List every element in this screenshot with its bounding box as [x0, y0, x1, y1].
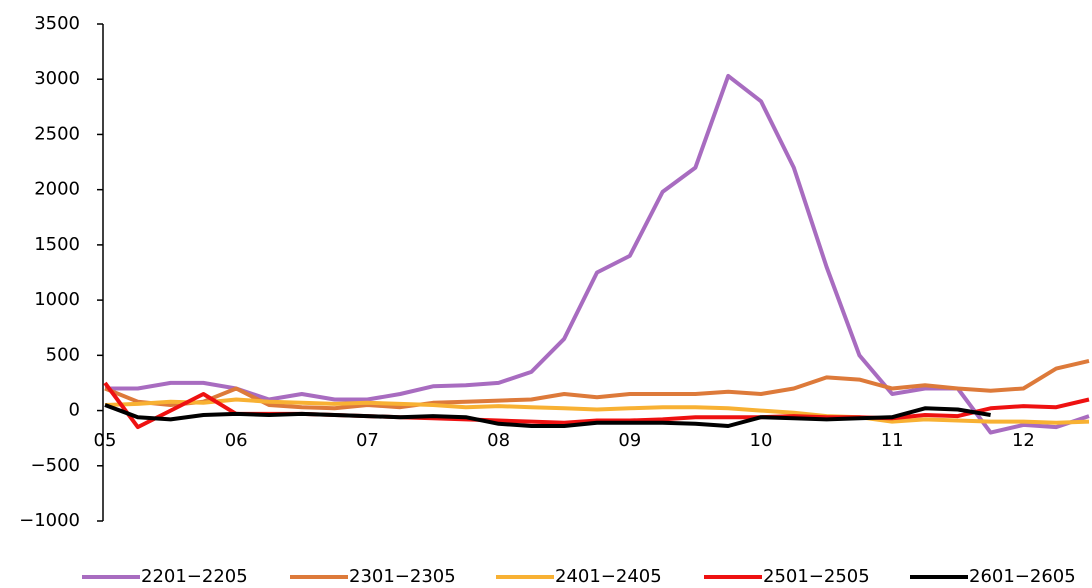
- series-line: [104, 397, 1090, 425]
- x-tick-label: 06: [225, 430, 248, 451]
- y-tick-label: 500: [46, 344, 80, 365]
- series-line: [104, 358, 1090, 411]
- y-tick-label: 3000: [34, 68, 80, 89]
- x-tick-label: 12: [1012, 430, 1035, 451]
- y-tick-label: −1000: [19, 510, 80, 531]
- y-tick-label: 1500: [34, 234, 80, 255]
- legend-label: 2601−2605: [969, 566, 1076, 584]
- series-line: [105, 73, 1090, 435]
- series-line: [104, 403, 991, 428]
- x-tick-label: 11: [881, 430, 904, 451]
- y-tick-label: 2500: [34, 123, 80, 144]
- legend-label: 2501−2505: [763, 566, 870, 584]
- y-tick-label: −500: [31, 455, 80, 476]
- x-tick-label: 08: [487, 430, 510, 451]
- x-tick-label: 05: [94, 430, 117, 451]
- x-tick-label: 09: [618, 430, 641, 451]
- y-tick-label: 2000: [34, 179, 80, 200]
- x-tick-label: 10: [750, 430, 773, 451]
- legend-label: 2401−2405: [555, 566, 662, 584]
- y-tick-label: 3500: [34, 13, 80, 34]
- legend-label: 2201−2205: [141, 566, 248, 584]
- legend-label: 2301−2305: [349, 566, 456, 584]
- y-tick-label: 1000: [34, 289, 80, 310]
- y-tick-label: 0: [69, 400, 80, 421]
- x-tick-label: 07: [356, 430, 379, 451]
